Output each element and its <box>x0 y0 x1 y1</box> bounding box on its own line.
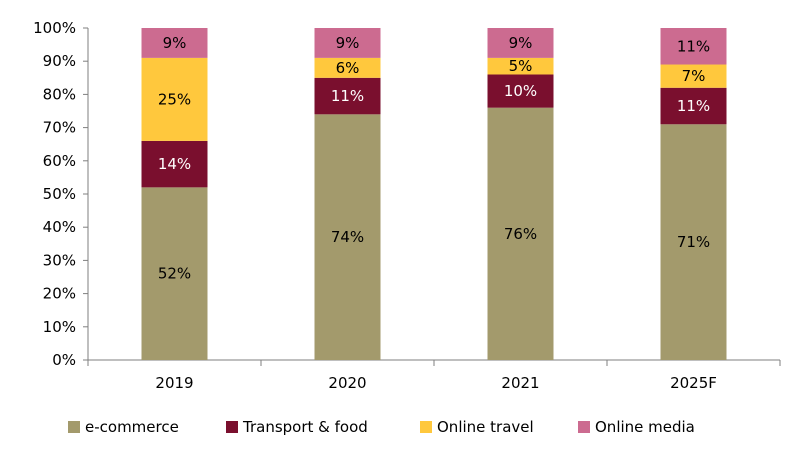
y-tick-label: 10% <box>43 318 76 336</box>
data-label: 71% <box>677 233 710 251</box>
legend-swatch <box>578 421 590 433</box>
bar-segment <box>660 64 727 88</box>
y-tick-label: 90% <box>43 52 76 70</box>
legend-swatch <box>420 421 432 433</box>
y-tick-label: 20% <box>43 285 76 303</box>
data-label: 76% <box>504 225 537 243</box>
bar-segment <box>314 28 381 58</box>
data-label: 52% <box>158 265 191 283</box>
data-label: 6% <box>336 59 360 77</box>
bar-segment <box>660 87 727 125</box>
data-label: 9% <box>509 34 533 52</box>
bar-segment <box>487 107 554 361</box>
y-tick-label: 30% <box>43 251 76 269</box>
bar-segment <box>314 114 381 360</box>
legend-label: Online travel <box>437 418 534 436</box>
data-label: 11% <box>331 87 364 105</box>
bar-segment <box>141 187 208 360</box>
data-label: 11% <box>677 97 710 115</box>
y-tick-label: 60% <box>43 152 76 170</box>
y-tick-label: 100% <box>33 19 76 37</box>
bar-segment <box>487 57 554 75</box>
data-label: 10% <box>504 82 537 100</box>
x-tick-label: 2025F <box>670 374 717 392</box>
y-tick-label: 40% <box>43 218 76 236</box>
bar-segment <box>141 140 208 188</box>
x-tick-label: 2019 <box>155 374 193 392</box>
legend-label: e-commerce <box>85 418 179 436</box>
y-tick-label: 80% <box>43 85 76 103</box>
x-tick-label: 2020 <box>328 374 366 392</box>
y-tick-label: 50% <box>43 185 76 203</box>
legend-label: Online media <box>595 418 695 436</box>
data-label: 7% <box>682 67 706 85</box>
data-label: 11% <box>677 37 710 55</box>
y-tick-label: 0% <box>52 351 76 369</box>
bar-segment <box>141 57 208 141</box>
bar-segment <box>487 74 554 108</box>
bar-segment <box>141 28 208 58</box>
data-label: 25% <box>158 90 191 108</box>
bar-segment <box>314 77 381 115</box>
data-label: 9% <box>336 34 360 52</box>
bar-segment <box>487 28 554 58</box>
x-tick-label: 2021 <box>501 374 539 392</box>
data-label: 5% <box>509 57 533 75</box>
bar-segment <box>314 57 381 78</box>
legend-label: Transport & food <box>242 418 368 436</box>
bar-segment <box>660 124 727 360</box>
y-tick-label: 70% <box>43 119 76 137</box>
legend-swatch <box>68 421 80 433</box>
data-label: 14% <box>158 155 191 173</box>
legend-swatch <box>226 421 238 433</box>
data-label: 9% <box>163 34 187 52</box>
bar-segment <box>660 28 727 65</box>
data-label: 74% <box>331 228 364 246</box>
